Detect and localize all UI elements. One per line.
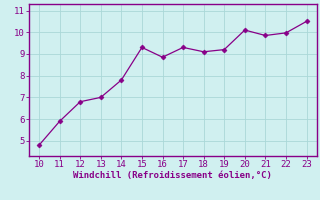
X-axis label: Windchill (Refroidissement éolien,°C): Windchill (Refroidissement éolien,°C) [73, 171, 272, 180]
